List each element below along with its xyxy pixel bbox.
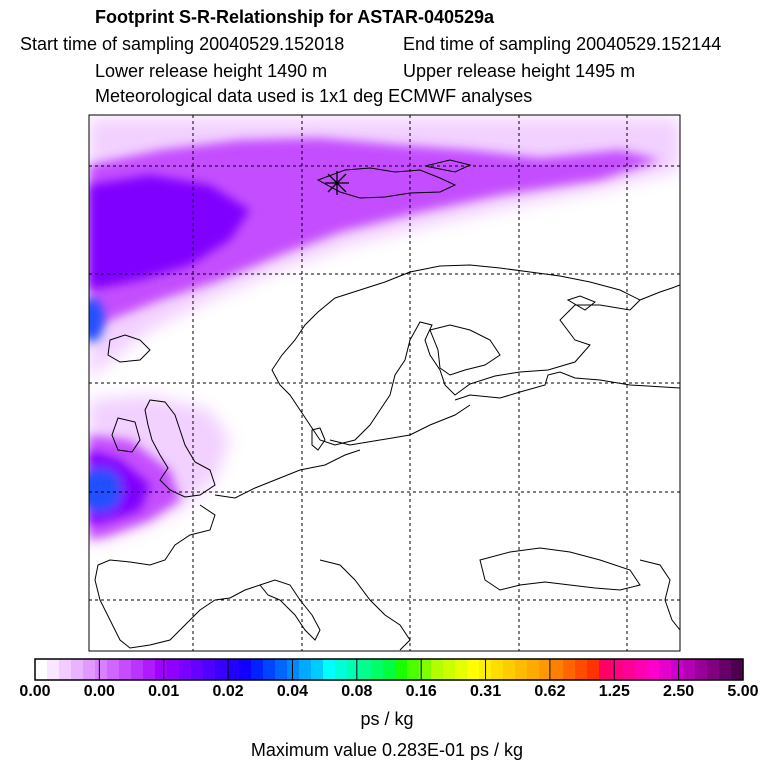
colorbar-segment	[167, 659, 180, 680]
plume-max-west	[89, 298, 104, 342]
colorbar-segment	[191, 659, 204, 680]
colorbar-frame	[34, 658, 744, 681]
colorbar-segment	[47, 659, 60, 680]
upper-height-label: Upper release height 1495 m	[403, 61, 636, 81]
colorbar-segment	[359, 659, 372, 680]
colorbar-tick-label: 0.02	[212, 683, 244, 700]
colorbar-segment	[299, 659, 312, 680]
colorbar-segment	[251, 659, 264, 680]
maximum-value-label: Maximum value 0.283E-01 ps / kg	[250, 740, 524, 760]
colorbar-segment	[575, 659, 588, 680]
colorbar-tick-label: 5.00	[727, 683, 759, 700]
colorbar-segment	[647, 659, 660, 680]
colorbar-segment	[83, 659, 96, 680]
colorbar-segment	[395, 659, 408, 680]
colorbar-tick-label: 0.01	[148, 683, 180, 700]
colorbar-segment	[119, 659, 132, 680]
colorbar-segment	[335, 659, 348, 680]
colorbar-segment	[611, 659, 624, 680]
colorbar-tick-label: 0.62	[534, 683, 566, 700]
colorbar-segment	[227, 659, 240, 680]
colorbar-segment	[419, 659, 432, 680]
colorbar-units: ps / kg	[360, 709, 414, 729]
colorbar-segment	[143, 659, 156, 680]
asterisk-release-site-icon	[325, 171, 349, 195]
colorbar-tick-label: 2.50	[663, 683, 695, 700]
colorbar-segment	[719, 659, 732, 680]
colorbar-segment	[239, 659, 252, 680]
colorbar-segment	[35, 659, 48, 680]
colorbar-segment	[287, 659, 300, 680]
colorbar-segment	[659, 659, 672, 680]
colorbar-segment	[155, 659, 168, 680]
colorbar-segment	[623, 659, 636, 680]
colorbar-segment	[431, 659, 444, 680]
colorbar-segment	[263, 659, 276, 680]
colorbar-segment	[503, 659, 516, 680]
colorbar-tick-label: 0.08	[341, 683, 373, 700]
colorbar-tick-label: 0.04	[276, 683, 309, 700]
colorbar-segment	[539, 659, 552, 680]
colorbar-segment	[407, 659, 420, 680]
colorbar-segment	[455, 659, 468, 680]
colorbar-segment	[551, 659, 564, 680]
colorbar-segment	[323, 659, 336, 680]
colorbar-segment	[491, 659, 504, 680]
colorbar-segment	[179, 659, 192, 680]
graticule	[89, 115, 680, 651]
colorbar-segment	[527, 659, 540, 680]
colorbar-segment	[383, 659, 396, 680]
plume-mid-north	[89, 138, 660, 330]
colorbar-segment	[95, 659, 108, 680]
colorbar-segment	[671, 659, 684, 680]
colorbar-segment	[131, 659, 144, 680]
colorbar-tick-label: 1.25	[598, 683, 630, 700]
coastlines	[94, 159, 680, 651]
lower-height-label: Lower release height 1490 m	[95, 61, 328, 81]
colorbar-segment	[731, 659, 744, 680]
plot-title: Footprint S-R-Relationship for ASTAR-040…	[95, 7, 495, 27]
colorbar-segment	[467, 659, 480, 680]
colorbar-tick-label: 0.00	[83, 683, 115, 700]
colorbar-tick-label: 0.31	[469, 683, 502, 700]
colorbar-segment	[59, 659, 72, 680]
colorbar-segment	[599, 659, 612, 680]
colorbar-segment	[107, 659, 120, 680]
colorbar-segment	[683, 659, 696, 680]
colorbar-segment	[371, 659, 384, 680]
colorbar-segment	[443, 659, 456, 680]
colorbar-segment	[203, 659, 216, 680]
plume-layer	[89, 118, 680, 545]
end-time-label: End time of sampling 20040529.152144	[403, 34, 722, 54]
colorbar-tick-label: 0.16	[405, 683, 437, 700]
colorbar-segment	[635, 659, 648, 680]
plume-max-southwest	[89, 468, 122, 512]
colorbar-segment	[71, 659, 84, 680]
colorbar-segment	[275, 659, 288, 680]
map-frame	[88, 114, 681, 652]
colorbar-segment	[587, 659, 600, 680]
start-time-label: Start time of sampling 20040529.152018	[20, 34, 345, 54]
met-data-label: Meteorological data used is 1x1 deg ECMW…	[95, 86, 533, 106]
colorbar-segment	[215, 659, 228, 680]
colorbar-segment	[695, 659, 708, 680]
plume-strong-north	[89, 175, 250, 290]
colorbar-segment	[311, 659, 324, 680]
colorbar-segment	[563, 659, 576, 680]
colorbar-segment	[515, 659, 528, 680]
colorbar-segment	[347, 659, 360, 680]
colorbar-tick-label: 0.00	[19, 683, 51, 700]
colorbar-segment	[707, 659, 720, 680]
